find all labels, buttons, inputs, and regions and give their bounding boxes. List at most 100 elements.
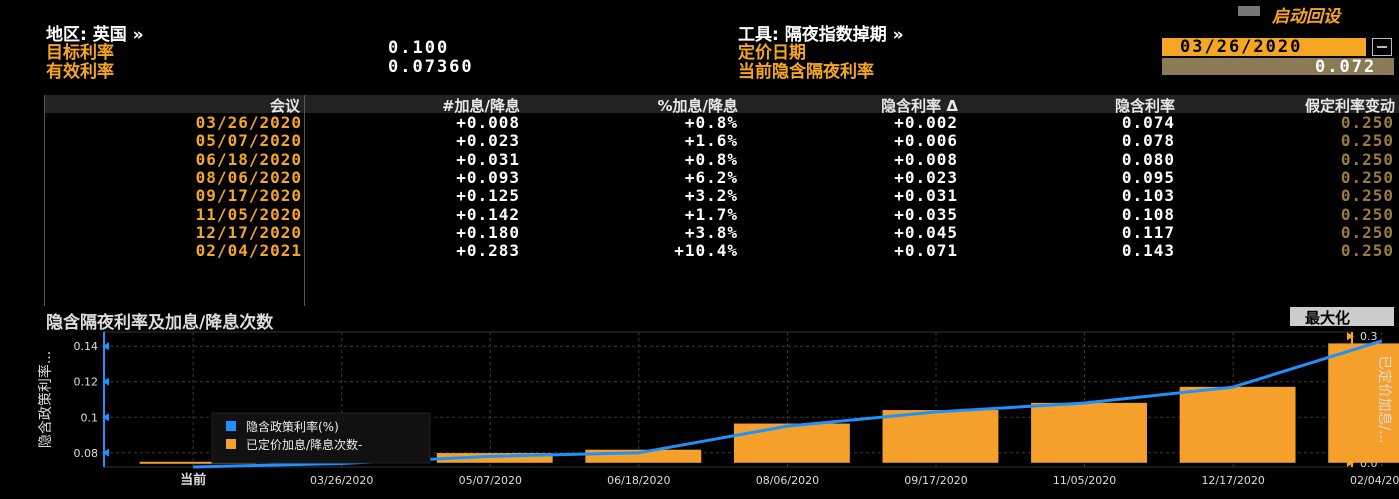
right-axis-label: 已定价加息/... (1376, 355, 1393, 443)
x-tick-label: 02/04/2021 (1350, 474, 1399, 487)
cell-hikes-count: +0.093 (456, 167, 520, 187)
cell-hikes-count: +0.283 (456, 241, 520, 261)
cell-meeting-date[interactable]: 11/05/2020 (195, 204, 302, 224)
cell-implied-delta: +0.002 (894, 113, 958, 132)
table-divider (304, 95, 305, 306)
left-tick-label: 0.1 (81, 411, 99, 424)
x-tick-label: 05/07/2020 (459, 474, 522, 487)
cell-hikes-pct: +1.6% (684, 131, 738, 151)
cell-meeting-date[interactable]: 05/07/2020 (195, 131, 302, 151)
cell-assumed-move: 0.250 (1340, 113, 1394, 132)
col-header-meeting[interactable]: 会议 (269, 97, 300, 115)
cell-assumed-move: 0.250 (1340, 167, 1394, 187)
cell-hikes-count: +0.023 (456, 131, 520, 151)
cell-meeting-date[interactable]: 02/04/2021 (195, 241, 302, 261)
bar (1179, 386, 1296, 463)
left-tick-label: 0.14 (74, 340, 99, 353)
cell-meeting-date[interactable]: 06/18/2020 (195, 149, 302, 169)
right-tick-marker (1347, 332, 1354, 341)
legend-box (211, 412, 431, 464)
cell-assumed-move: 0.250 (1340, 204, 1394, 224)
implied-rate-chart: 0.080.10.120.140.00.10.20.3当前03/26/20200… (37, 330, 1399, 488)
bar (882, 410, 999, 463)
bar (733, 423, 850, 463)
cell-implied-rate: 0.095 (1121, 167, 1175, 187)
cell-hikes-count: +0.008 (456, 113, 520, 132)
cell-hikes-pct: +0.8% (684, 149, 738, 169)
cell-implied-delta: +0.031 (894, 186, 958, 206)
cell-implied-rate: 0.078 (1121, 131, 1175, 151)
cell-meeting-date[interactable]: 03/26/2020 (195, 113, 302, 132)
cell-meeting-date[interactable]: 12/17/2020 (195, 222, 302, 242)
cell-hikes-count: +0.031 (456, 149, 520, 169)
cell-implied-rate: 0.080 (1121, 149, 1175, 169)
cell-implied-delta: +0.045 (894, 222, 958, 242)
start-reset-button[interactable]: 启动回设 (1272, 7, 1340, 27)
x-tick-label: 03/26/2020 (310, 474, 373, 487)
left-tick-marker (102, 448, 109, 457)
cell-assumed-move: 0.250 (1340, 149, 1394, 169)
cell-hikes-pct: +6.2% (684, 167, 738, 187)
legend-line-label: 隐含政策利率(%) (246, 419, 339, 434)
legend-bar-label: 已定价加息/降息次数- (246, 437, 362, 452)
table-left-border (44, 95, 45, 306)
col-header-hikes-count[interactable]: #加息/降息 (441, 97, 520, 115)
cell-implied-delta: +0.023 (894, 167, 958, 187)
left-tick-label: 0.08 (74, 447, 99, 460)
left-axis-label: 隐含政策利率... (37, 351, 54, 448)
maximize-label: 最大化 (1305, 309, 1351, 327)
target-rate-label: 目标利率 (46, 43, 114, 63)
maximize-button[interactable] (1290, 307, 1394, 326)
cell-hikes-count: +0.142 (456, 204, 520, 224)
cell-implied-rate: 0.074 (1121, 113, 1175, 132)
col-header-assumed-move[interactable]: 假定利率变动 (1304, 97, 1395, 115)
bar (1328, 343, 1399, 463)
x-tick-label: 06/18/2020 (607, 474, 670, 487)
calendar-icon[interactable] (1372, 38, 1392, 56)
cell-hikes-pct: +0.8% (684, 113, 738, 132)
col-header-implied-delta[interactable]: 隐含利率 Δ (881, 97, 958, 115)
left-tick-marker (102, 377, 109, 386)
effective-rate-label: 有效利率 (46, 62, 114, 82)
instrument-selector[interactable]: 工具: 隔夜指数掉期 » (738, 25, 904, 45)
col-header-implied-rate[interactable]: 隐含利率 (1114, 97, 1175, 115)
table-header (45, 95, 1399, 113)
cell-implied-rate: 0.103 (1121, 186, 1175, 206)
cell-assumed-move: 0.250 (1340, 222, 1394, 242)
cell-implied-delta: +0.071 (894, 241, 958, 261)
region-selector[interactable]: 地区: 英国 » (46, 25, 144, 45)
cell-implied-rate: 0.108 (1121, 204, 1175, 224)
cell-hikes-pct: +3.2% (684, 186, 738, 206)
cell-implied-delta: +0.035 (894, 204, 958, 224)
cell-hikes-pct: +1.7% (684, 204, 738, 224)
bar (139, 461, 256, 464)
cell-assumed-move: 0.250 (1340, 241, 1394, 261)
chart-title: 隐含隔夜利率及加息/降息次数 (46, 313, 274, 333)
x-tick-label: 12/17/2020 (1201, 474, 1264, 487)
bar (436, 453, 553, 463)
x-tick-label: 08/06/2020 (756, 474, 819, 487)
left-tick-label: 0.12 (74, 376, 99, 389)
cell-assumed-move: 0.250 (1340, 131, 1394, 151)
cell-hikes-count: +0.125 (456, 186, 520, 206)
pricing-date-label: 定价日期 (738, 43, 806, 63)
x-tick-label: 09/17/2020 (904, 474, 967, 487)
left-tick-marker (102, 413, 109, 422)
pricing-date-input[interactable] (1162, 38, 1366, 56)
cell-hikes-pct: +10.4% (674, 241, 738, 261)
start-indicator-icon (1238, 6, 1260, 16)
cell-meeting-date[interactable]: 08/06/2020 (195, 167, 302, 187)
effective-rate-value: 0.07360 (388, 57, 474, 77)
pricing-date-value: 03/26/2020 (1180, 37, 1303, 57)
cell-implied-rate: 0.117 (1121, 222, 1175, 242)
target-rate-value: 0.100 (388, 38, 450, 58)
cell-assumed-move: 0.250 (1340, 186, 1394, 206)
col-header-hikes-pct[interactable]: %加息/降息 (657, 97, 738, 115)
implied-rate-label: 当前隐含隔夜利率 (738, 62, 874, 82)
cell-hikes-count: +0.180 (456, 222, 520, 242)
legend-bar-swatch (226, 439, 236, 449)
bar (1031, 402, 1147, 463)
cell-hikes-pct: +3.8% (684, 222, 738, 242)
cell-implied-delta: +0.008 (894, 149, 958, 169)
cell-meeting-date[interactable]: 09/17/2020 (195, 186, 302, 206)
